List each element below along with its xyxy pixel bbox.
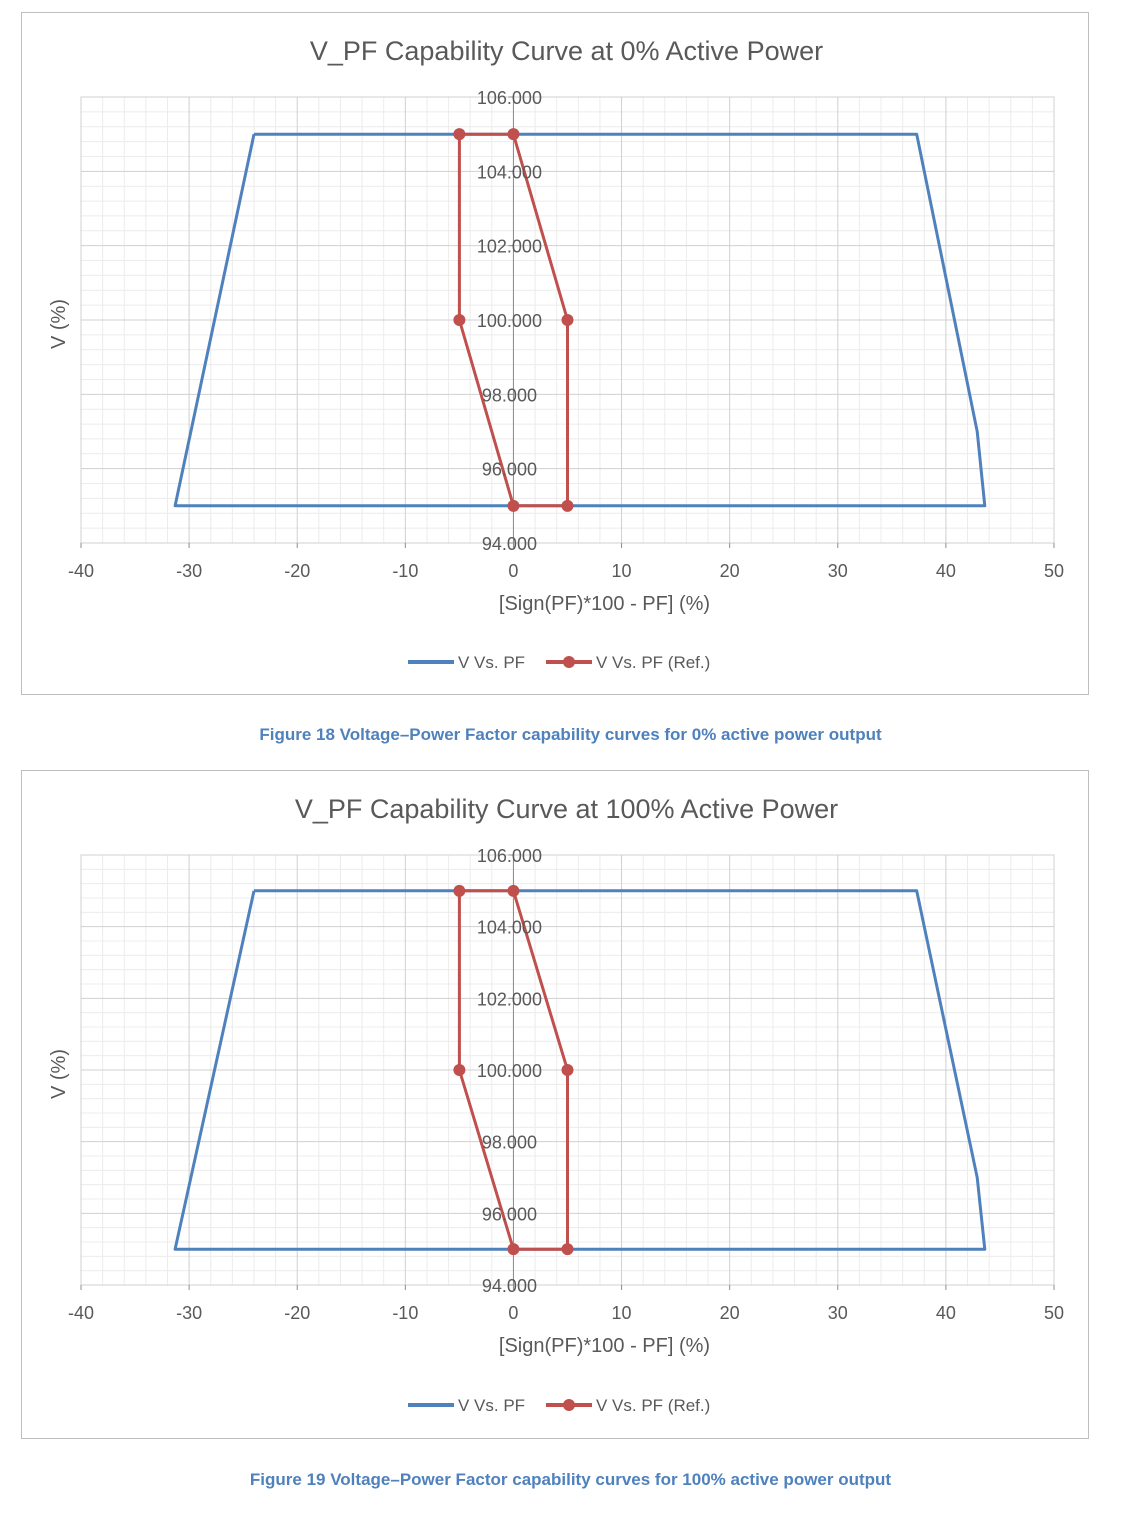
chart2-x-tick-label: 10 [612,1303,632,1323]
figure-caption-2: Figure 19 Voltage–Power Factor capabilit… [249,1470,892,1489]
chart2-legend-label-2: V Vs. PF (Ref.) [596,1396,710,1415]
chart2-plot-area [80,854,1055,1286]
chart1-x-tick-label: 20 [720,561,740,581]
chart2-y-axis-label: V (%) [48,1049,70,1099]
chart2-x-tick-label: -10 [392,1303,418,1323]
chart1-x-tick-label: 30 [828,561,848,581]
chart-1: V_PF Capability Curve at 0% Active Power… [48,36,1064,672]
chart1-y-tick-label: 102.000 [477,237,542,257]
chart1-series-2-point [507,128,520,141]
chart2-legend-label-1: V Vs. PF [458,1396,525,1415]
chart1-x-axis-label: [Sign(PF)*100 - PF] (%) [499,593,710,615]
chart1-y-tick-label: 96.000 [482,460,537,480]
chart2-x-tick-label: 30 [828,1303,848,1323]
chart2-legend-marker-2 [563,1399,575,1411]
chart1-y-tick-label: 106.000 [477,88,542,108]
chart1-legend-marker-2 [563,656,575,668]
chart1-plot-area [80,96,1055,544]
chart1-y-axis-label: V (%) [48,299,70,349]
chart2-x-tick-label: 20 [720,1303,740,1323]
chart2-x-tick-label: 40 [936,1303,956,1323]
chart2-y-tick-label: 98.000 [482,1133,537,1153]
chart1-y-tick-label: 100.000 [477,311,542,331]
chart2-x-tick-label: -40 [68,1303,94,1323]
chart2-series-2-point [561,1243,574,1256]
chart1-x-tick-label: 50 [1044,561,1064,581]
chart2-y-tick-label: 100.000 [477,1061,542,1081]
chart1-x-tick-label: 40 [936,561,956,581]
chart2-y-tick-label: 104.000 [477,918,542,938]
chart2-y-tick-label: 106.000 [477,846,542,866]
chart2-series-1-line [173,889,987,1251]
chart1-legend: V Vs. PF V Vs. PF (Ref.) [408,653,710,672]
chart1-x-tick-label: 0 [508,561,518,581]
chart2-y-tick-label: 102.000 [477,989,542,1009]
chart2-series-2-point [453,884,466,897]
chart-panel-2: V_PF Capability Curve at 100% Active Pow… [21,770,1089,1439]
chart1-series-2-point [507,499,520,512]
chart2-title: V_PF Capability Curve at 100% Active Pow… [295,794,838,824]
chart1-series-2-point [561,499,574,512]
chart2-series-2-point [507,884,520,897]
chart-2: V_PF Capability Curve at 100% Active Pow… [48,794,1064,1415]
chart1-series-2-point [453,128,466,141]
chart2-x-tick-label: 0 [508,1303,518,1323]
chart1-title: V_PF Capability Curve at 0% Active Power [310,36,823,66]
chart1-x-tick-label: -10 [392,561,418,581]
chart1-y-tick-label: 104.000 [477,162,542,182]
chart2-y-tick-label: 96.000 [482,1204,537,1224]
chart1-legend-label-1: V Vs. PF [458,653,525,672]
chart1-y-tick-label: 94.000 [482,534,537,554]
chart-panel-1: V_PF Capability Curve at 0% Active Power… [21,12,1089,695]
chart2-series-2-point [507,1243,520,1256]
chart1-x-tick-label: -30 [176,561,202,581]
chart1-x-tick-label: 10 [612,561,632,581]
chart2-legend: V Vs. PF V Vs. PF (Ref.) [408,1396,710,1415]
chart2-x-axis-label: [Sign(PF)*100 - PF] (%) [499,1335,710,1357]
figure-caption-1: Figure 18 Voltage–Power Factor capabilit… [259,725,882,744]
chart1-legend-label-2: V Vs. PF (Ref.) [596,653,710,672]
chart2-series-2-point [453,1064,466,1076]
chart1-x-tick-label: -20 [284,561,310,581]
chart1-y-tick-label: 98.000 [482,385,537,405]
chart1-series-2-point [561,314,574,326]
chart2-series-2-point [561,1064,574,1076]
chart1-x-tick-label: -40 [68,561,94,581]
chart2-x-tick-label: 50 [1044,1303,1064,1323]
chart2-y-tick-label: 94.000 [482,1276,537,1296]
chart1-series-1-line [173,132,987,508]
chart2-x-tick-label: -30 [176,1303,202,1323]
chart2-x-tick-label: -20 [284,1303,310,1323]
chart1-series-2-point [453,314,466,326]
